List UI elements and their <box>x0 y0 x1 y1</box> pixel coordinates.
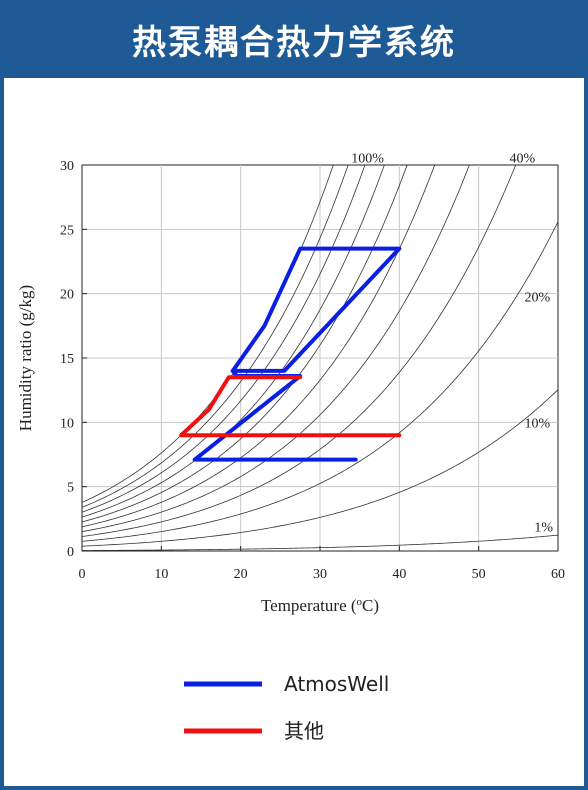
x-tick-label: 20 <box>234 567 248 582</box>
x-axis-label: Temperature (oC) <box>261 596 379 615</box>
page-title: 热泵耦合热力学系统 <box>132 22 456 63</box>
y-tick-label: 15 <box>60 352 74 367</box>
rh-label: 1% <box>534 521 553 536</box>
rh-labels: 100% 40% 20% 10% 1% <box>351 151 553 535</box>
axes: 0 10 20 30 40 50 60 0 5 10 15 20 25 30 <box>60 159 565 582</box>
rh-curve-20 <box>82 221 558 542</box>
legend: AtmosWell 其他 <box>184 672 389 743</box>
rh-curve-70 <box>82 165 385 518</box>
y-tick-label: 5 <box>67 481 74 496</box>
x-tick-label: 60 <box>551 567 565 582</box>
y-tick-label: 20 <box>60 288 74 303</box>
rh-curve-30 <box>82 165 517 537</box>
y-tick-label: 25 <box>60 223 74 238</box>
rh-label: 100% <box>351 151 384 166</box>
legend-label-atmoswell: AtmosWell <box>284 672 389 696</box>
rh-curve-10 <box>82 389 558 547</box>
series-line-other <box>179 375 402 438</box>
x-tick-label: 0 <box>79 567 86 582</box>
y-tick-label: 0 <box>67 545 74 560</box>
x-tick-label: 30 <box>313 567 327 582</box>
header-banner: 热泵耦合热力学系统 <box>0 0 588 78</box>
rh-curve-40 <box>82 165 470 533</box>
rh-label: 10% <box>525 416 551 431</box>
rh-curve-60 <box>82 165 408 523</box>
x-tick-label: 50 <box>472 567 486 582</box>
rh-curve-50 <box>82 165 436 528</box>
legend-entry-atmoswell: AtmosWell <box>184 672 389 696</box>
x-tick-label: 10 <box>154 567 168 582</box>
rh-curve-100 <box>82 165 334 503</box>
grid <box>82 165 558 551</box>
legend-entry-other: 其他 <box>184 719 324 743</box>
rh-label: 40% <box>509 151 535 166</box>
legend-label-other: 其他 <box>284 719 324 743</box>
rh-curve-80 <box>82 165 366 513</box>
rh-label: 20% <box>525 290 551 305</box>
rh-curves <box>82 165 558 551</box>
series-line-atmoswell <box>192 246 402 462</box>
rh-curve-90 <box>82 165 349 508</box>
y-axis-label: Humidity ratio (g/kg) <box>16 285 35 431</box>
series-layer <box>179 246 402 462</box>
y-tick-label: 10 <box>60 416 74 431</box>
x-tick-label: 40 <box>392 567 406 582</box>
y-tick-label: 30 <box>60 159 74 174</box>
